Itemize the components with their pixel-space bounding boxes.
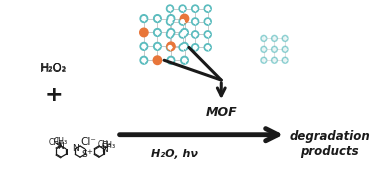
Circle shape — [194, 33, 197, 36]
Circle shape — [153, 43, 161, 50]
Text: H₂O₂: H₂O₂ — [41, 63, 67, 73]
Text: N: N — [72, 144, 79, 153]
Text: degradation
products: degradation products — [289, 130, 370, 158]
Circle shape — [282, 35, 288, 41]
Circle shape — [284, 59, 287, 62]
Circle shape — [142, 58, 146, 62]
Circle shape — [204, 18, 211, 25]
Circle shape — [181, 56, 188, 64]
Circle shape — [261, 57, 267, 63]
Circle shape — [262, 59, 265, 62]
Text: H₂O, hν: H₂O, hν — [151, 149, 198, 159]
Circle shape — [140, 15, 148, 22]
Circle shape — [140, 56, 148, 64]
Circle shape — [183, 58, 186, 62]
Circle shape — [262, 48, 265, 51]
Circle shape — [155, 44, 159, 48]
Circle shape — [168, 7, 172, 10]
Circle shape — [153, 56, 161, 64]
Circle shape — [155, 30, 159, 34]
Circle shape — [140, 28, 148, 37]
Circle shape — [282, 46, 288, 52]
Circle shape — [261, 46, 267, 52]
Text: Cl⁻: Cl⁻ — [81, 137, 97, 147]
Circle shape — [153, 29, 161, 36]
Text: H₂O₂: H₂O₂ — [40, 62, 68, 75]
Circle shape — [153, 15, 161, 22]
Text: MOF: MOF — [206, 106, 237, 119]
Circle shape — [192, 44, 199, 51]
Circle shape — [206, 33, 209, 36]
Circle shape — [181, 43, 188, 50]
Circle shape — [192, 31, 199, 38]
Circle shape — [167, 56, 175, 64]
Circle shape — [204, 5, 211, 12]
Circle shape — [166, 44, 174, 51]
Text: +: + — [86, 149, 92, 155]
Circle shape — [204, 44, 211, 51]
Circle shape — [166, 31, 174, 38]
Circle shape — [273, 59, 276, 62]
Circle shape — [194, 20, 197, 23]
Text: CH₃: CH₃ — [53, 137, 68, 146]
Circle shape — [179, 5, 186, 12]
Circle shape — [169, 30, 173, 34]
Circle shape — [192, 5, 199, 12]
Circle shape — [183, 44, 186, 48]
Circle shape — [192, 18, 199, 25]
Circle shape — [181, 20, 184, 23]
Circle shape — [167, 29, 175, 36]
Circle shape — [284, 37, 287, 40]
Circle shape — [273, 48, 276, 51]
Circle shape — [273, 37, 276, 40]
Circle shape — [169, 17, 173, 21]
Circle shape — [183, 30, 186, 34]
Text: S: S — [82, 150, 88, 159]
Circle shape — [181, 7, 184, 10]
Circle shape — [167, 42, 175, 51]
Text: CH₃: CH₃ — [102, 141, 116, 150]
Circle shape — [261, 35, 267, 41]
Circle shape — [166, 5, 174, 12]
Circle shape — [181, 33, 184, 36]
Circle shape — [206, 20, 209, 23]
Circle shape — [271, 35, 277, 41]
Circle shape — [262, 37, 265, 40]
Text: N: N — [57, 142, 64, 151]
Circle shape — [204, 31, 211, 38]
Circle shape — [168, 46, 172, 49]
Text: CH₃: CH₃ — [97, 140, 112, 149]
Circle shape — [168, 20, 172, 23]
Circle shape — [180, 14, 189, 23]
Circle shape — [142, 17, 146, 21]
Text: CH₃: CH₃ — [49, 138, 63, 147]
Circle shape — [194, 7, 197, 10]
Circle shape — [181, 46, 184, 49]
Circle shape — [282, 57, 288, 63]
Circle shape — [167, 15, 175, 22]
Circle shape — [194, 46, 197, 49]
Circle shape — [179, 18, 186, 25]
Circle shape — [206, 7, 209, 10]
Circle shape — [166, 18, 174, 25]
Text: +: + — [45, 85, 63, 105]
Text: N: N — [101, 145, 108, 154]
Circle shape — [271, 57, 277, 63]
Circle shape — [181, 29, 188, 36]
Circle shape — [179, 31, 186, 38]
Circle shape — [155, 17, 159, 21]
Circle shape — [140, 43, 148, 50]
Circle shape — [142, 44, 146, 48]
Circle shape — [169, 58, 173, 62]
Circle shape — [284, 48, 287, 51]
Circle shape — [179, 44, 186, 51]
Circle shape — [271, 46, 277, 52]
Circle shape — [206, 46, 209, 49]
Circle shape — [168, 33, 172, 36]
